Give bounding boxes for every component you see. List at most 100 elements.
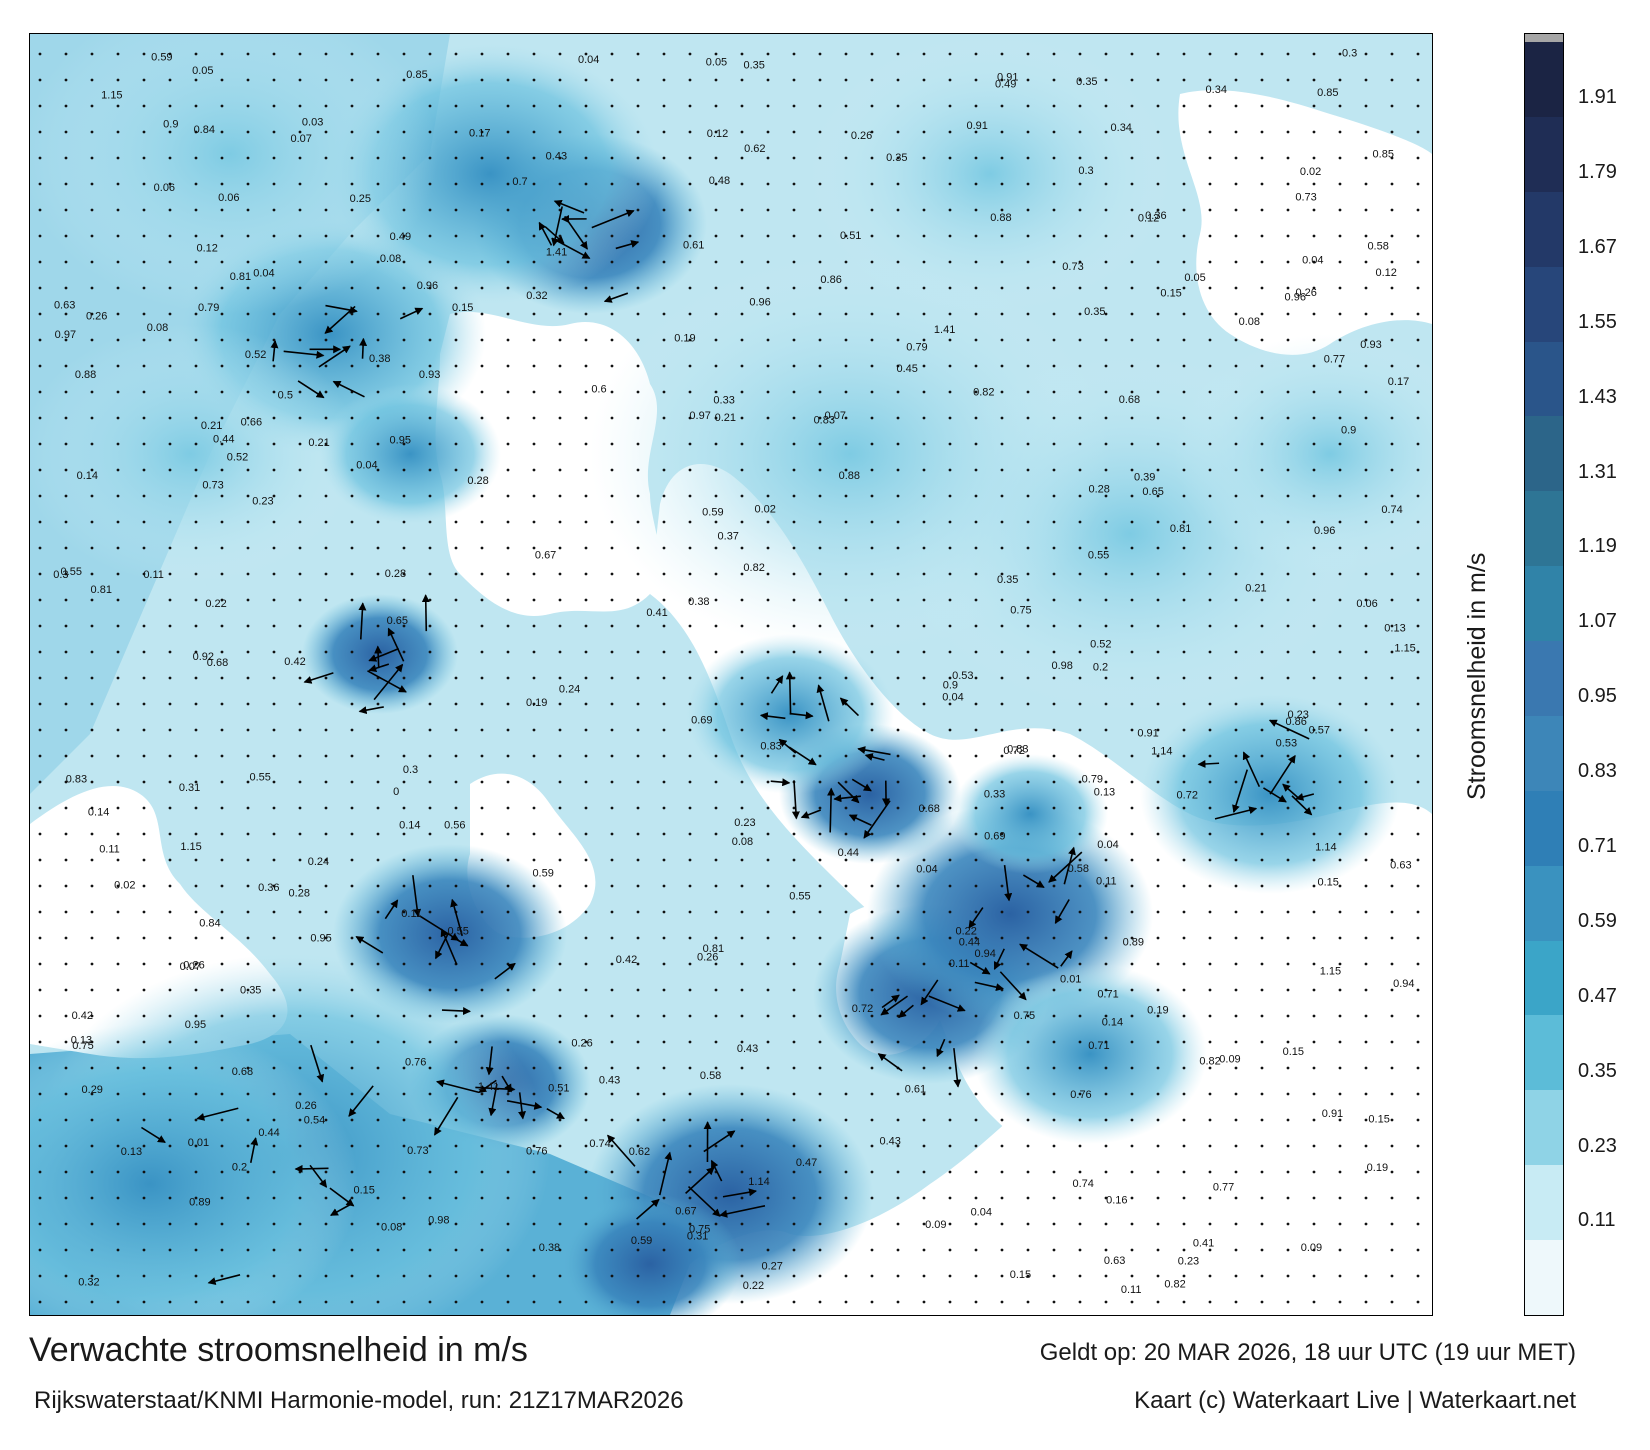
grid-dot: [792, 338, 796, 342]
grid-dot: [116, 182, 120, 186]
grid-dot: [766, 858, 770, 862]
grid-dot: [1026, 260, 1030, 264]
grid-dot: [948, 338, 952, 342]
grid-dot: [90, 104, 94, 108]
value-label: 0.74: [589, 1138, 610, 1150]
value-label: 0.96: [417, 280, 438, 292]
grid-dot: [792, 572, 796, 576]
grid-dot: [896, 1248, 900, 1252]
grid-dot: [948, 936, 952, 940]
grid-dot: [740, 676, 744, 680]
grid-dot: [38, 650, 42, 654]
grid-dot: [506, 182, 510, 186]
grid-dot: [1260, 260, 1264, 264]
grid-dot: [1104, 312, 1108, 316]
colorbar-segment: [1525, 266, 1563, 342]
grid-dot: [532, 1118, 536, 1122]
grid-dot: [818, 468, 822, 472]
grid-dot: [584, 468, 588, 472]
grid-dot: [402, 1170, 406, 1174]
grid-dot: [1364, 1222, 1368, 1226]
grid-dot: [1026, 156, 1030, 160]
grid-dot: [220, 234, 224, 238]
grid-dot: [844, 988, 848, 992]
grid-dot: [610, 1092, 614, 1096]
current-speed-map[interactable]: 0.9 0.22 0.52 0.79 0.19 0.28 0.39 0.95 0.3 1.41 0.…: [29, 33, 1433, 1316]
grid-dot: [1026, 312, 1030, 316]
grid-dot: [168, 338, 172, 342]
grid-dot: [324, 104, 328, 108]
flow-arrow: [544, 226, 565, 244]
grid-dot: [766, 1170, 770, 1174]
grid-dot: [974, 1222, 978, 1226]
grid-dot: [64, 962, 68, 966]
grid-dot: [272, 754, 276, 758]
grid-dot: [792, 182, 796, 186]
grid-dot: [1156, 884, 1160, 888]
grid-dot: [558, 468, 562, 472]
grid-dot: [480, 286, 484, 290]
grid-dot: [740, 780, 744, 784]
grid-dot: [1208, 130, 1212, 134]
grid-dot: [168, 780, 172, 784]
grid-dot: [610, 208, 614, 212]
grid-dot: [1416, 338, 1420, 342]
grid-dot: [662, 546, 666, 550]
grid-dot: [636, 598, 640, 602]
grid-dot: [1130, 520, 1134, 524]
grid-dot: [194, 442, 198, 446]
grid-dot: [974, 468, 978, 472]
grid-dot: [324, 1196, 328, 1200]
grid-dot: [350, 130, 354, 134]
grid-dot: [168, 286, 172, 290]
grid-dot: [974, 1014, 978, 1018]
grid-dot: [818, 728, 822, 732]
grid-dot: [688, 364, 692, 368]
grid-dot: [1312, 1274, 1316, 1278]
grid-dot: [246, 1170, 250, 1174]
grid-dot: [532, 650, 536, 654]
grid-dot: [1026, 572, 1030, 576]
grid-dot: [402, 442, 406, 446]
grid-dot: [1000, 910, 1004, 914]
grid-dot: [1156, 1144, 1160, 1148]
grid-dot: [1338, 520, 1342, 524]
grid-dot: [1104, 936, 1108, 940]
grid-dot: [168, 416, 172, 420]
grid-dot: [350, 208, 354, 212]
grid-dot: [38, 624, 42, 628]
grid-dot: [38, 754, 42, 758]
value-label: 0.83: [760, 741, 781, 753]
grid-dot: [818, 1248, 822, 1252]
grid-dot: [1286, 416, 1290, 420]
grid-dot: [246, 806, 250, 810]
grid-dot: [324, 468, 328, 472]
grid-dot: [1026, 754, 1030, 758]
grid-dot: [922, 988, 926, 992]
value-label: 0.76: [1070, 1089, 1091, 1101]
grid-dot: [636, 546, 640, 550]
grid-dot: [64, 884, 68, 888]
grid-dot: [558, 182, 562, 186]
grid-dot: [1208, 754, 1212, 758]
value-label: 0.73: [1062, 261, 1083, 273]
grid-dot: [272, 988, 276, 992]
grid-dot: [272, 442, 276, 446]
grid-dot: [740, 1144, 744, 1148]
grid-dot: [662, 156, 666, 160]
grid-dot: [740, 312, 744, 316]
grid-dot: [324, 962, 328, 966]
grid-dot: [376, 1014, 380, 1018]
grid-dot: [766, 962, 770, 966]
flow-arrow: [591, 209, 635, 229]
flow-arrow: [778, 738, 797, 754]
grid-dot: [1052, 728, 1056, 732]
grid-dot: [506, 468, 510, 472]
grid-dot: [402, 1144, 406, 1148]
grid-dot: [1416, 676, 1420, 680]
grid-dot: [506, 416, 510, 420]
grid-dot: [1000, 442, 1004, 446]
grid-dot: [948, 858, 952, 862]
grid-dot: [480, 208, 484, 212]
grid-dot: [480, 1196, 484, 1200]
